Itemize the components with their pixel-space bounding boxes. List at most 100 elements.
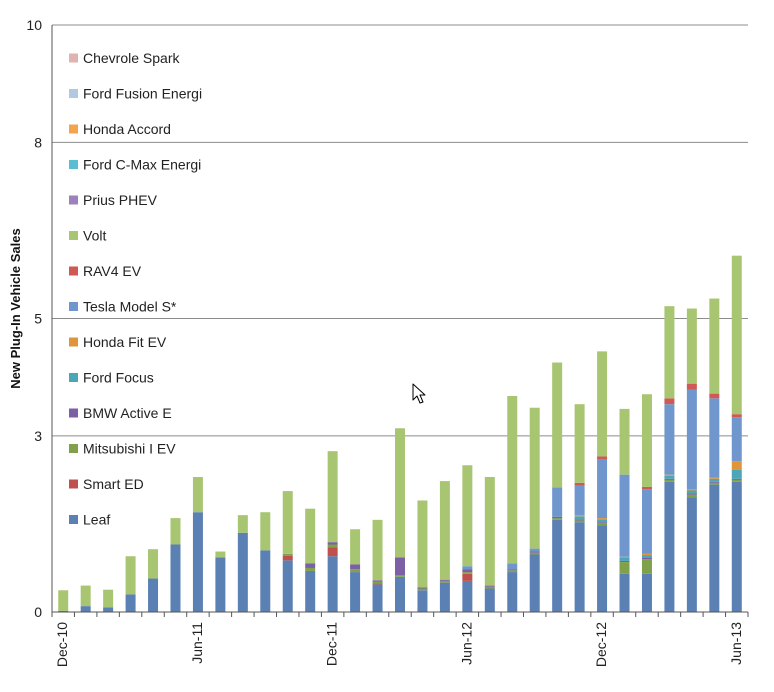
axes: 0 3 5 8 10 Dec-10 Jun-11 Dec-11 Jun-12 Dec-12 Jun-… (26, 17, 749, 667)
bar-segment (664, 474, 675, 476)
bar-segment (641, 394, 652, 487)
bar-segment (731, 255, 742, 415)
bar-segment (664, 478, 675, 480)
x-tick-label: Jun-13 (728, 622, 744, 665)
legend-label: Smart ED (83, 476, 144, 492)
bar-segment (305, 508, 316, 564)
cursor-arrow-icon (412, 383, 426, 404)
bar-segment (417, 587, 428, 589)
bar-segment (709, 477, 720, 479)
bar-segment (507, 563, 518, 570)
bar-segment (327, 556, 338, 612)
bar-segment (395, 428, 405, 558)
bar-segment (350, 572, 361, 612)
bar-segment (552, 362, 563, 488)
bar-segment (664, 479, 675, 482)
bar-segment (148, 549, 159, 579)
bar-segment (372, 584, 383, 612)
bar-segment (686, 497, 697, 612)
bar-segment (664, 404, 675, 475)
bar-segment (148, 578, 159, 612)
x-tick-label: Jun-12 (458, 622, 474, 665)
bar-segment (462, 580, 473, 612)
bar-segment (125, 556, 136, 595)
bar-segment (417, 588, 428, 591)
bar-segment (574, 522, 585, 612)
bar-segment (574, 519, 585, 521)
bar-segment (664, 306, 675, 399)
bar-segment (327, 451, 338, 543)
bar-segment (686, 389, 697, 490)
y-tick-label: 10 (26, 17, 42, 33)
bar-segment (709, 481, 720, 483)
bar-segment (282, 560, 293, 612)
bar-segment (574, 520, 585, 523)
bar-segment (664, 398, 675, 405)
bar-segment (641, 553, 652, 556)
bar-segment (664, 481, 675, 612)
bar-segment (462, 572, 473, 574)
bar-segment (372, 580, 383, 582)
bar-segment (170, 518, 181, 545)
legend-label: Tesla Model S* (83, 299, 177, 315)
bar-segment (282, 553, 293, 556)
legend-swatch (69, 195, 78, 205)
bar-segment (709, 484, 720, 612)
bar-segment (417, 590, 428, 612)
bar-segment (641, 555, 652, 558)
bar-segment (305, 563, 316, 568)
bar-segment (597, 456, 608, 460)
y-tick-label: 8 (34, 134, 42, 150)
bar-segment (350, 569, 361, 573)
bar-segment (395, 576, 405, 612)
bar-segment (125, 594, 136, 612)
bar-segment (507, 395, 518, 564)
legend-swatch (69, 373, 78, 382)
bar-segment (574, 485, 585, 516)
bar-segment (282, 555, 293, 561)
bar-segment (282, 491, 293, 554)
bar-segment (597, 525, 608, 612)
legend-label: Honda Fit EV (83, 334, 167, 350)
legend-label: Honda Accord (83, 121, 171, 137)
bar-segment (552, 519, 563, 612)
bar-segment (237, 532, 248, 612)
bar-segment (439, 582, 450, 612)
bar-segment (664, 475, 675, 479)
bar-segment (597, 522, 608, 524)
bar-segment (327, 544, 338, 548)
bar-segment (350, 564, 361, 570)
bar-segment (552, 487, 563, 517)
bar-segment (192, 512, 203, 612)
bar-segment (417, 500, 428, 588)
bar-segment (192, 476, 203, 513)
bar-segment (597, 523, 608, 526)
bar-segment (641, 573, 652, 612)
bar-segment (731, 414, 742, 418)
bar-segment (58, 590, 69, 611)
bar-segment (372, 519, 383, 581)
x-tick-label: Dec-11 (324, 622, 340, 666)
bar-segment (731, 417, 742, 462)
bar-segment (709, 393, 720, 399)
bar-segment (58, 610, 69, 612)
legend-label: Ford Fusion Energi (83, 86, 202, 102)
bar-segment (507, 570, 518, 573)
bar-segment (574, 515, 585, 517)
bar-segment (619, 408, 630, 475)
legend-label: Ford Focus (83, 370, 154, 386)
bar-segment (260, 550, 271, 612)
y-tick-label: 3 (34, 428, 42, 444)
bar-segment (507, 569, 518, 571)
y-axis-label: New Plug-In Vehicle Sales (8, 228, 23, 388)
bar-segment (619, 474, 630, 557)
bar-segment (170, 544, 181, 612)
bar-segment (350, 529, 361, 565)
bar-segment (731, 481, 742, 612)
x-tick-label: Jun-11 (189, 622, 205, 664)
legend-swatch (69, 266, 78, 276)
bar-segment (597, 519, 608, 523)
legend: Chevrole Spark Ford Fusion Energi Honda Ac… (69, 50, 202, 528)
legend-label: RAV4 EV (83, 263, 142, 279)
legend-label: Ford C-Max Energi (83, 157, 201, 173)
